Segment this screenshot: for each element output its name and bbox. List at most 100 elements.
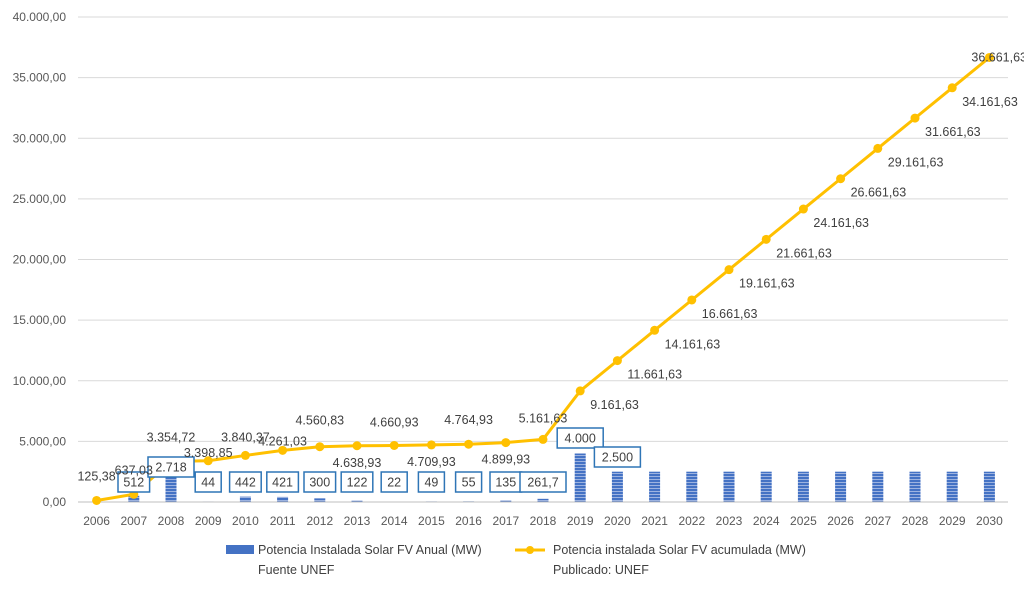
line-data-label: 34.161,63 xyxy=(962,95,1018,109)
legend: Potencia Instalada Solar FV Anual (MW) F… xyxy=(226,543,806,577)
line-point xyxy=(389,440,399,450)
line-point xyxy=(575,386,585,396)
bar xyxy=(165,469,177,502)
x-tick-label: 2013 xyxy=(344,514,371,528)
x-tick-label: 2020 xyxy=(604,514,631,528)
legend-line-name: Potencia instalada Solar FV acumulada (M… xyxy=(553,543,806,557)
bar-label-box xyxy=(340,471,374,493)
x-tick-label: 2006 xyxy=(83,514,110,528)
bar-data-label: 44 xyxy=(201,476,215,490)
line-point xyxy=(687,295,697,305)
bar-label-box xyxy=(556,427,604,449)
x-tick-label: 2029 xyxy=(939,514,966,528)
bar-label-box xyxy=(147,456,195,478)
bar xyxy=(611,471,623,502)
bar-data-label: 442 xyxy=(235,476,256,490)
bar-data-label: 300 xyxy=(309,476,330,490)
line-data-label: 21.661,63 xyxy=(776,246,832,260)
bar-series xyxy=(128,453,995,502)
line-point xyxy=(278,445,288,455)
bar xyxy=(574,453,586,502)
bar-data-label: 135 xyxy=(495,476,516,490)
x-tick-label: 2015 xyxy=(418,514,445,528)
bar-label-box xyxy=(117,471,151,493)
bar-label-box xyxy=(194,471,222,493)
x-tick-label: 2018 xyxy=(530,514,557,528)
y-axis-ticks: 0,00 5.000,00 10.000,00 15.000,00 20.000,00 2… xyxy=(13,10,67,509)
x-tick-label: 2023 xyxy=(716,514,743,528)
line-data-label: 26.661,63 xyxy=(851,186,907,200)
bar-data-label: 261,7 xyxy=(527,476,558,490)
bar xyxy=(686,471,698,502)
line-point xyxy=(650,325,660,335)
line-point xyxy=(240,450,250,460)
x-tick-label: 2009 xyxy=(195,514,222,528)
gridlines xyxy=(78,16,1008,442)
line-data-label: 4.660,93 xyxy=(370,415,419,429)
line-data-label: 125,38 xyxy=(77,469,115,483)
bar-data-label: 421 xyxy=(272,476,293,490)
bar xyxy=(537,498,549,502)
bar xyxy=(760,471,772,502)
x-tick-label: 2008 xyxy=(158,514,185,528)
bar-label-box xyxy=(593,446,642,468)
x-tick-label: 2010 xyxy=(232,514,259,528)
line-point xyxy=(761,234,771,244)
line-point xyxy=(352,441,362,451)
line-point xyxy=(203,456,213,466)
line-point xyxy=(910,113,920,123)
bar xyxy=(128,495,140,502)
x-tick-label: 2016 xyxy=(455,514,482,528)
line-data-label: 5.161,63 xyxy=(519,411,568,425)
bar xyxy=(351,500,363,502)
bar xyxy=(797,471,809,502)
bar-data-label: 2.500 xyxy=(602,451,633,465)
x-tick-label: 2017 xyxy=(492,514,519,528)
line-data-label: 31.661,63 xyxy=(925,125,981,139)
bar-data-label: 55 xyxy=(462,476,476,490)
line-data-label: 11.661,63 xyxy=(627,368,682,382)
line-point xyxy=(501,438,511,448)
x-tick-label: 2027 xyxy=(864,514,891,528)
x-tick-label: 2014 xyxy=(381,514,408,528)
bar-data-label: 512 xyxy=(123,476,144,490)
line-point xyxy=(612,356,622,366)
bar xyxy=(909,471,921,502)
y-tick-label: 40.000,00 xyxy=(13,10,67,24)
x-tick-label: 2024 xyxy=(753,514,780,528)
bar xyxy=(835,471,847,502)
y-tick-label: 20.000,00 xyxy=(13,253,67,267)
x-tick-label: 2012 xyxy=(306,514,333,528)
bar-label-box xyxy=(380,471,408,493)
y-tick-label: 5.000,00 xyxy=(19,434,66,448)
legend-bar-name: Potencia Instalada Solar FV Anual (MW) xyxy=(258,543,482,557)
line-data-label: 16.661,63 xyxy=(702,307,758,321)
bar-label-box xyxy=(519,471,567,493)
line-data-label: 637,03 xyxy=(115,463,153,477)
bar-label-box xyxy=(303,471,337,493)
bar xyxy=(649,471,661,502)
line-data-label: 36.661,63 xyxy=(971,50,1024,64)
line-data-label: 14.161,63 xyxy=(665,337,721,351)
line-data-label: 3.840,37 xyxy=(221,430,270,444)
bar xyxy=(983,471,995,502)
line-point xyxy=(836,174,846,184)
x-tick-label: 2022 xyxy=(678,514,705,528)
line-data-label: 4.709,93 xyxy=(407,455,456,469)
line-data-label: 19.161,63 xyxy=(739,277,795,291)
x-tick-label: 2026 xyxy=(827,514,854,528)
bar-label-box xyxy=(266,471,300,493)
line-point xyxy=(724,265,734,275)
bar xyxy=(723,471,735,502)
line-data-label: 9.161,63 xyxy=(590,398,639,412)
bar-data-label: 4.000 xyxy=(565,432,596,446)
y-tick-label: 25.000,00 xyxy=(13,192,67,206)
line-data-label: 3.398,85 xyxy=(184,446,233,460)
line-point xyxy=(315,442,325,452)
bar-label-box xyxy=(454,471,483,493)
x-axis-ticks: 2006 2007 2008 2009 2010 2011 2012 2013 2014 2015… xyxy=(83,514,1003,528)
y-tick-label: 0,00 xyxy=(43,495,67,509)
bar-label-box xyxy=(417,471,446,493)
bar xyxy=(872,471,884,502)
bar-data-label: 22 xyxy=(387,476,401,490)
